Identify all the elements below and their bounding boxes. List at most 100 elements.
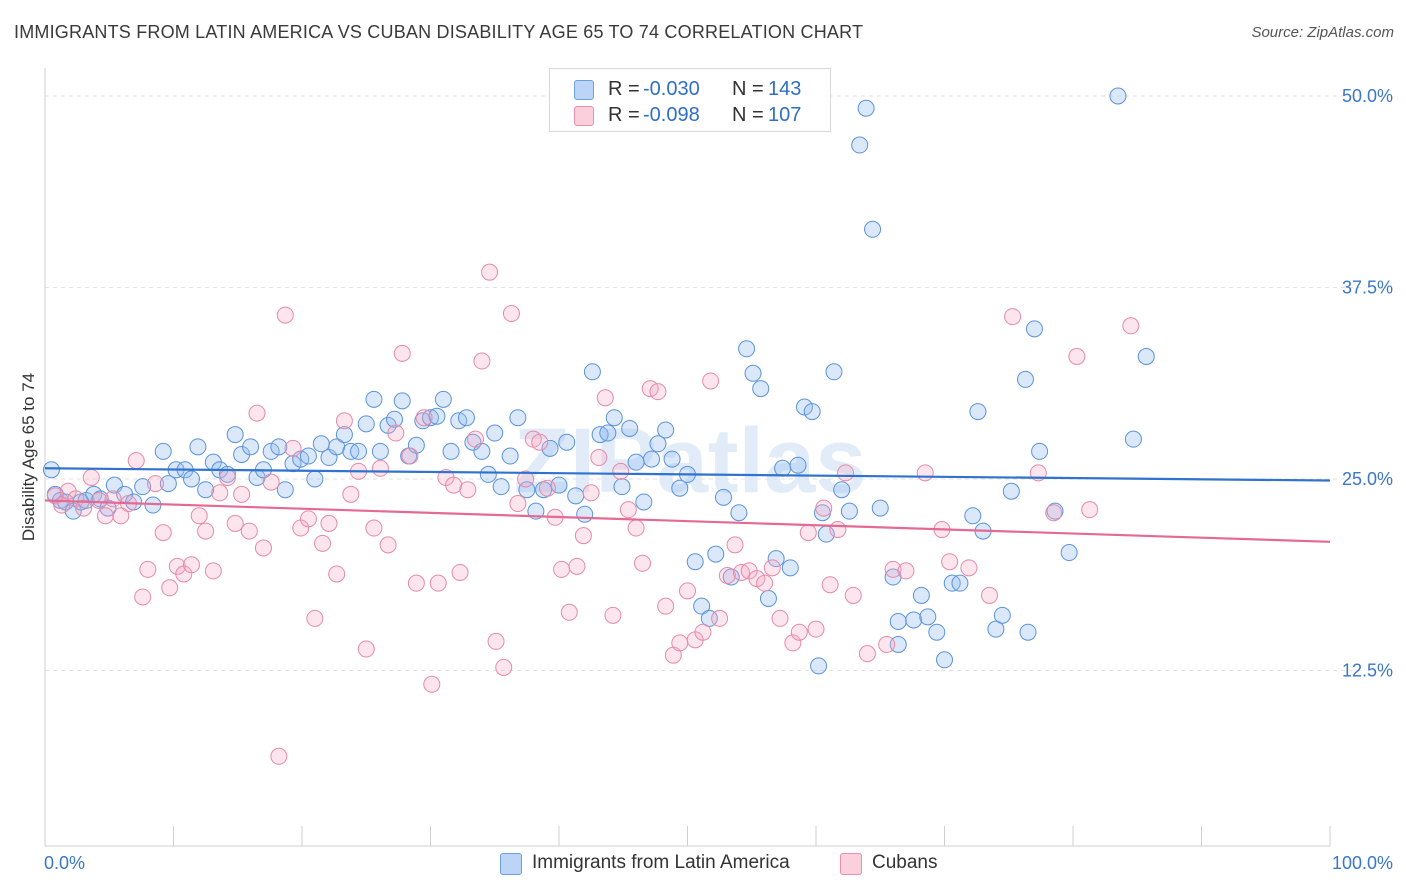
data-point: [619, 501, 637, 519]
data-point: [605, 409, 623, 427]
data-point: [538, 479, 556, 497]
data-point: [1002, 482, 1020, 500]
data-point: [851, 136, 869, 154]
data-point: [415, 409, 433, 427]
data-point: [335, 412, 353, 430]
data-point: [916, 464, 934, 482]
data-point: [803, 403, 821, 421]
latin-america-legend-swatch: [500, 853, 522, 875]
data-point: [718, 567, 736, 585]
data-point: [1019, 623, 1037, 641]
data-point: [226, 514, 244, 532]
data-point: [445, 476, 463, 494]
series-latin-america: [42, 87, 1155, 675]
data-point: [248, 404, 266, 422]
data-point: [90, 491, 108, 509]
legend-label: Cubans: [872, 852, 938, 873]
data-point: [964, 507, 982, 525]
data-point: [276, 306, 294, 324]
data-point: [306, 470, 324, 488]
data-point: [96, 507, 114, 525]
data-point: [306, 609, 324, 627]
r-label: R =: [608, 104, 640, 126]
data-point: [1004, 308, 1022, 326]
data-point: [590, 449, 608, 467]
data-point: [365, 390, 383, 408]
n-label: N =: [732, 78, 764, 100]
data-point: [840, 502, 858, 520]
data-point: [218, 468, 236, 486]
data-point: [42, 461, 60, 479]
data-point: [1081, 501, 1099, 519]
data-point: [451, 563, 469, 581]
r-value: -0.098: [643, 104, 700, 126]
data-point: [197, 481, 215, 499]
data-point: [730, 504, 748, 522]
data-point: [262, 473, 280, 491]
data-point: [276, 481, 294, 499]
data-point: [789, 456, 807, 474]
data-point: [693, 597, 711, 615]
data-point: [744, 364, 762, 382]
data-point: [423, 675, 441, 693]
data-point: [815, 499, 833, 517]
data-point: [486, 424, 504, 442]
r-label: R =: [608, 78, 640, 100]
data-point: [560, 603, 578, 621]
data-point: [781, 559, 799, 577]
data-point: [774, 459, 792, 477]
data-point: [407, 574, 425, 592]
data-point: [442, 442, 460, 460]
data-point: [182, 470, 200, 488]
data-point: [270, 747, 288, 765]
data-point: [928, 623, 946, 641]
data-point: [657, 421, 675, 439]
data-point: [134, 588, 152, 606]
data-point: [686, 553, 704, 571]
data-point: [371, 442, 389, 460]
data-point: [371, 459, 389, 477]
data-point: [161, 579, 179, 597]
data-point: [635, 493, 653, 511]
data-point: [844, 586, 862, 604]
cubans-legend-swatch: [840, 853, 862, 875]
data-point: [428, 407, 446, 425]
data-point: [980, 586, 998, 604]
legend-label: Immigrants from Latin America: [532, 852, 790, 873]
data-point: [993, 606, 1011, 624]
data-point: [1025, 320, 1043, 338]
data-point: [240, 522, 258, 540]
data-point: [905, 611, 923, 629]
trend-lines: [44, 467, 1331, 543]
data-point: [714, 488, 732, 506]
data-point: [233, 485, 251, 503]
data-point: [407, 436, 425, 454]
data-point: [553, 560, 571, 578]
data-point: [284, 439, 302, 457]
data-point: [829, 521, 847, 539]
data-point: [784, 634, 802, 652]
data-point: [154, 442, 172, 460]
data-point: [112, 507, 130, 525]
data-points: [42, 87, 1155, 765]
data-point: [134, 478, 152, 496]
data-point: [479, 465, 497, 483]
data-point: [270, 438, 288, 456]
y-tick-label: 37.5%: [1342, 278, 1393, 298]
data-point: [492, 478, 510, 496]
data-point: [335, 426, 353, 444]
data-point: [1109, 87, 1127, 105]
x-tick-label-left: 0.0%: [44, 853, 85, 873]
data-point: [473, 352, 491, 370]
data-point: [147, 475, 165, 493]
data-point: [197, 522, 215, 540]
data-point: [700, 609, 718, 627]
data-point: [350, 442, 368, 460]
y-tick-label: 50.0%: [1342, 86, 1393, 106]
data-point: [821, 576, 839, 594]
data-point: [599, 424, 617, 442]
data-point: [884, 560, 902, 578]
data-point: [1031, 442, 1049, 460]
data-point: [82, 468, 100, 486]
n-value: 107: [768, 104, 802, 126]
